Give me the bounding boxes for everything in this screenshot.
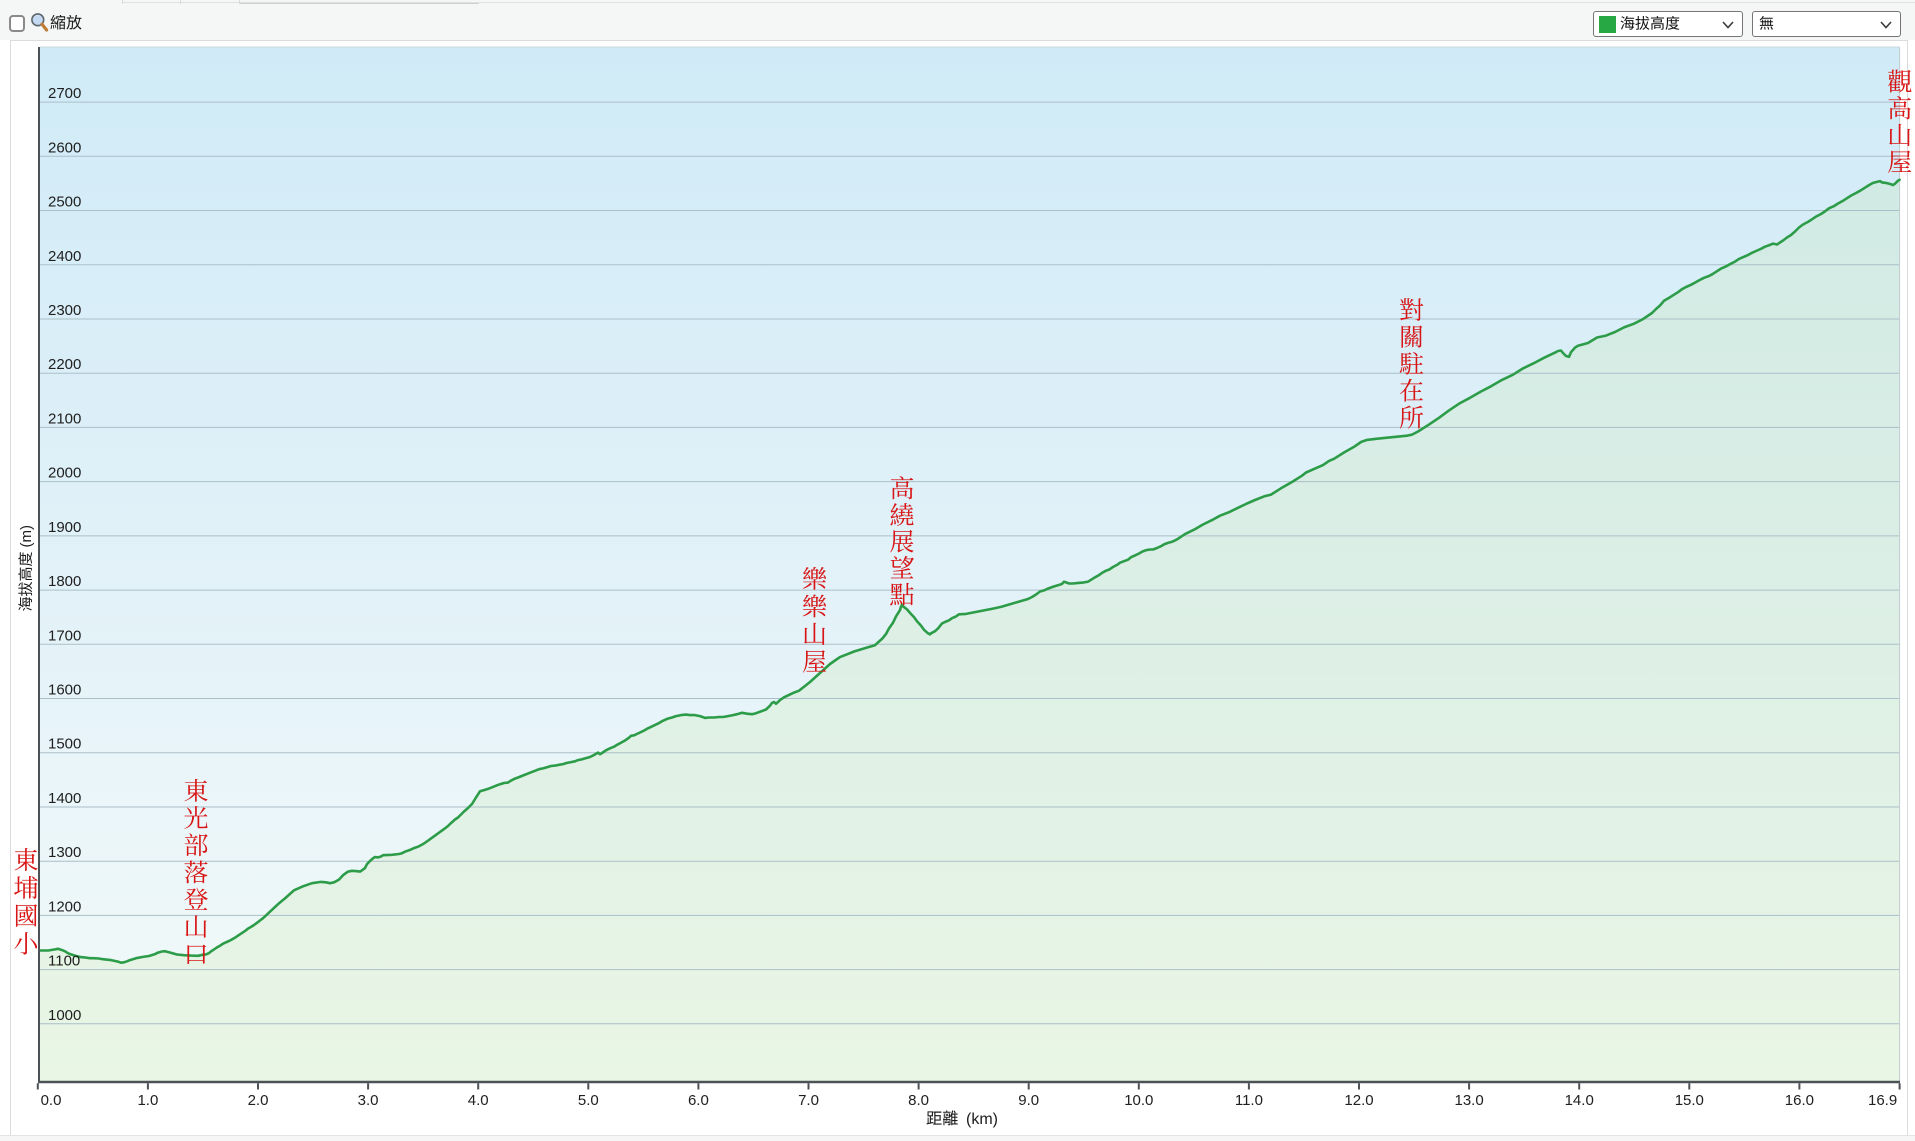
svg-text:1500: 1500 <box>48 736 81 753</box>
svg-text:1700: 1700 <box>48 627 81 644</box>
svg-text:2100: 2100 <box>48 410 81 427</box>
svg-text:1.0: 1.0 <box>137 1092 158 1109</box>
svg-text:2600: 2600 <box>48 139 81 156</box>
svg-text:2200: 2200 <box>48 356 81 373</box>
svg-text:2700: 2700 <box>48 85 81 102</box>
svg-text:1900: 1900 <box>48 519 81 536</box>
svg-text:14.0: 14.0 <box>1565 1092 1594 1109</box>
svg-text:4.0: 4.0 <box>468 1092 489 1109</box>
svg-text:0.0: 0.0 <box>41 1092 62 1109</box>
svg-text:13.0: 13.0 <box>1454 1092 1483 1109</box>
svg-text:8.0: 8.0 <box>908 1092 929 1109</box>
svg-text:(km): (km) <box>966 1111 998 1128</box>
svg-text:10.0: 10.0 <box>1124 1092 1153 1109</box>
svg-text:11.0: 11.0 <box>1235 1092 1263 1109</box>
svg-text:5.0: 5.0 <box>578 1092 599 1109</box>
svg-text:1400: 1400 <box>48 790 81 807</box>
svg-text:(m): (m) <box>18 525 35 548</box>
svg-text:7.0: 7.0 <box>798 1092 819 1109</box>
svg-text:1100: 1100 <box>48 953 80 970</box>
svg-text:1600: 1600 <box>48 682 81 699</box>
svg-text:16.0: 16.0 <box>1785 1092 1814 1109</box>
svg-text:12.0: 12.0 <box>1344 1092 1373 1109</box>
svg-text:16.9: 16.9 <box>1868 1092 1897 1109</box>
svg-text:2.0: 2.0 <box>248 1092 269 1109</box>
svg-text:1300: 1300 <box>48 844 81 861</box>
svg-text:1000: 1000 <box>48 1007 81 1024</box>
svg-text:2000: 2000 <box>48 465 81 482</box>
svg-text:9.0: 9.0 <box>1018 1092 1039 1109</box>
svg-text:1800: 1800 <box>48 573 81 590</box>
svg-text:15.0: 15.0 <box>1675 1092 1704 1109</box>
svg-text:3.0: 3.0 <box>358 1092 379 1109</box>
svg-text:2400: 2400 <box>48 248 81 265</box>
svg-text:2300: 2300 <box>48 302 81 319</box>
svg-text:1200: 1200 <box>48 898 81 915</box>
svg-text:2500: 2500 <box>48 194 81 211</box>
svg-text:6.0: 6.0 <box>688 1092 709 1109</box>
